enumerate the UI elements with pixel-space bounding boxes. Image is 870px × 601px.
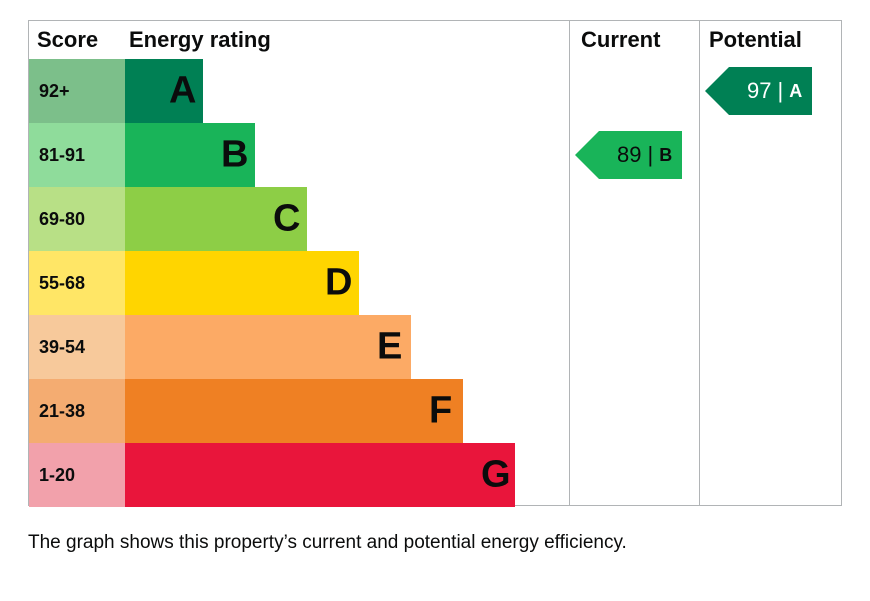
potential-rating-pointer: 97 | A [729, 67, 812, 115]
score-range-a: 92+ [29, 59, 125, 123]
header-row: Score Energy rating Current Potential [29, 21, 841, 59]
separator: | [647, 142, 653, 168]
rating-bands: 92+ A 81-91 B 69-80 C 55-68 D 39-54 E 21-38 F 1-20 G [29, 59, 841, 507]
epc-energy-rating-chart: Score Energy rating Current Potential 92… [28, 20, 842, 506]
chart-caption: The graph shows this property’s current … [28, 532, 842, 554]
score-range-f: 21-38 [29, 379, 125, 443]
score-range-e: 39-54 [29, 315, 125, 379]
band-letter-b: B [221, 134, 248, 177]
band-bar-g [125, 443, 515, 507]
score-range-b: 81-91 [29, 123, 125, 187]
score-range-d: 55-68 [29, 251, 125, 315]
current-rating-pointer: 89 | B [599, 131, 682, 179]
band-row-b: 81-91 B [29, 123, 841, 187]
band-row-f: 21-38 F [29, 379, 841, 443]
band-row-g: 1-20 G [29, 443, 841, 507]
band-letter-g: G [481, 454, 511, 497]
band-bar-d [125, 251, 359, 315]
band-letter-d: D [325, 262, 352, 305]
header-rating: Energy rating [129, 27, 271, 53]
header-current: Current [581, 27, 660, 53]
header-score: Score [37, 27, 98, 53]
header-potential: Potential [709, 27, 802, 53]
band-letter-c: C [273, 198, 300, 241]
current-score-value: 89 [617, 142, 641, 168]
potential-rating-letter: A [789, 81, 802, 102]
separator: | [777, 78, 783, 104]
band-letter-a: A [169, 70, 196, 113]
current-rating-letter: B [659, 145, 672, 166]
band-row-e: 39-54 E [29, 315, 841, 379]
band-letter-e: E [377, 326, 402, 369]
band-bar-e [125, 315, 411, 379]
score-range-c: 69-80 [29, 187, 125, 251]
band-row-d: 55-68 D [29, 251, 841, 315]
band-letter-f: F [429, 390, 452, 433]
band-row-c: 69-80 C [29, 187, 841, 251]
potential-score-value: 97 [747, 78, 771, 104]
band-bar-f [125, 379, 463, 443]
score-range-g: 1-20 [29, 443, 125, 507]
